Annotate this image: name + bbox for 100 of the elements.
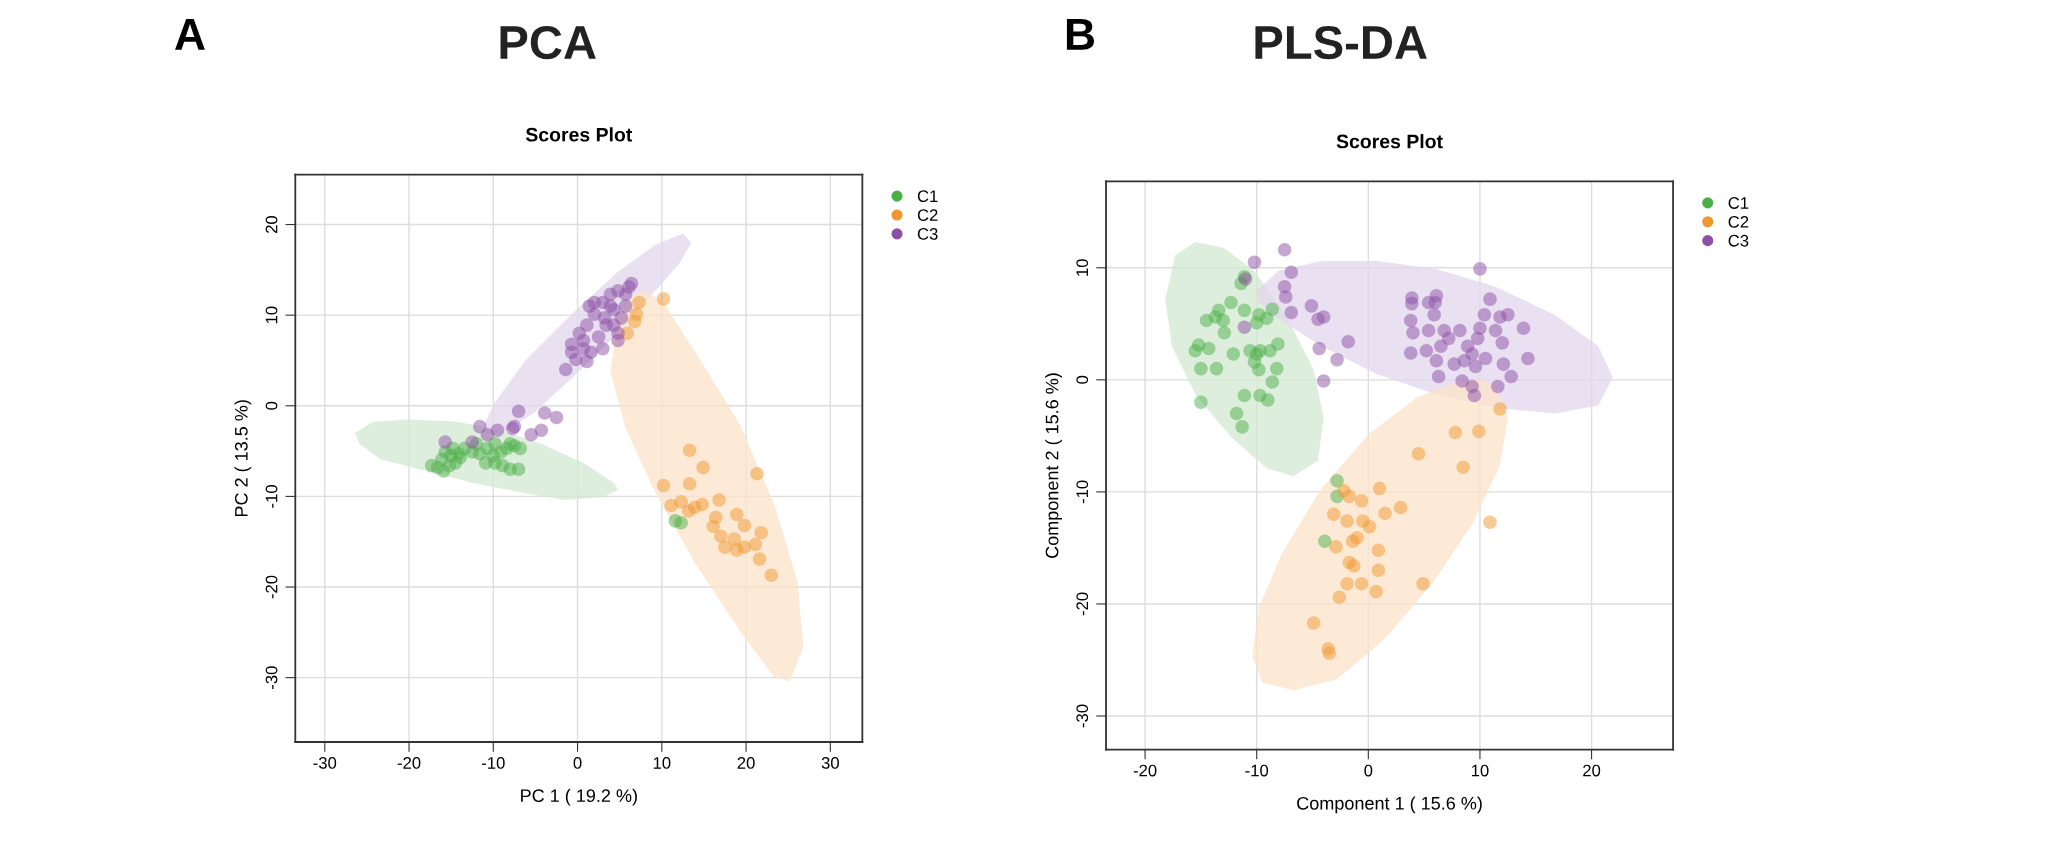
legend-label: C3 <box>917 228 938 240</box>
point <box>1237 320 1252 334</box>
point <box>597 311 612 325</box>
point <box>1188 343 1203 358</box>
point <box>1403 346 1418 360</box>
point <box>1453 323 1467 338</box>
point <box>1194 361 1208 376</box>
point <box>1371 543 1386 557</box>
y-tick-label: 0 <box>1076 375 1089 384</box>
point <box>656 292 671 306</box>
point <box>596 341 610 356</box>
text: A <box>175 19 205 50</box>
point <box>682 443 697 457</box>
legend-label: C2 <box>917 209 938 221</box>
point <box>1411 447 1426 461</box>
point <box>1406 325 1420 340</box>
point <box>1316 310 1331 324</box>
point <box>696 460 710 475</box>
point <box>591 330 606 344</box>
point <box>511 404 526 418</box>
point <box>1247 255 1262 269</box>
x-tick-label: 20 <box>737 757 755 769</box>
text: B <box>1066 19 1095 50</box>
point <box>1340 577 1354 591</box>
point <box>632 295 646 310</box>
point <box>611 283 625 298</box>
point <box>534 423 549 438</box>
point <box>453 450 468 465</box>
point <box>748 537 763 552</box>
point <box>1237 303 1252 318</box>
y-axis-title: Component 2 ( 15.6 %) <box>1045 373 1063 558</box>
point <box>712 493 726 507</box>
point <box>1237 388 1252 403</box>
point <box>1472 424 1486 439</box>
point <box>1209 361 1224 376</box>
point <box>584 345 598 360</box>
point <box>1316 374 1331 388</box>
point <box>682 476 697 491</box>
x-tick-label: 20 <box>1583 764 1601 777</box>
legend-label: C1 <box>917 190 938 203</box>
point <box>1284 305 1299 320</box>
point <box>1403 313 1418 328</box>
point <box>1330 352 1344 367</box>
point <box>718 540 732 554</box>
point <box>1263 343 1277 358</box>
point <box>714 529 728 544</box>
point <box>480 428 495 442</box>
point <box>1318 534 1332 548</box>
point <box>1488 323 1503 338</box>
point <box>1265 302 1280 316</box>
point <box>656 478 671 493</box>
point <box>706 519 720 534</box>
point <box>1217 325 1232 340</box>
point <box>513 441 528 456</box>
point <box>465 435 479 449</box>
point <box>1456 460 1470 474</box>
point <box>1369 584 1383 599</box>
point <box>1504 369 1518 384</box>
point <box>695 497 710 512</box>
x-axis-title: PC 1 ( 19.2 %) <box>521 788 637 806</box>
chart-title: PCA <box>500 25 596 60</box>
x-tick-label: 10 <box>653 757 671 769</box>
point <box>1261 393 1275 407</box>
point <box>1421 323 1436 338</box>
x-tick-label: 0 <box>573 757 582 769</box>
point <box>1431 369 1446 384</box>
point <box>1434 339 1448 353</box>
y-tick-label: 10 <box>1076 259 1089 276</box>
y-tick-label: 20 <box>265 215 278 233</box>
point <box>1326 507 1341 522</box>
point <box>1329 540 1343 554</box>
point <box>1330 473 1344 488</box>
point <box>1277 243 1292 257</box>
legend-label: C1 <box>1728 197 1749 209</box>
point <box>1345 534 1360 548</box>
point <box>1194 395 1208 409</box>
point <box>436 464 451 478</box>
point <box>1468 359 1483 374</box>
point <box>587 295 602 310</box>
x-tick-label: -20 <box>397 757 421 769</box>
point <box>425 458 439 473</box>
point <box>1478 351 1493 366</box>
point <box>1270 361 1284 376</box>
point <box>1483 515 1497 529</box>
chart-subtitle: Scores Plot <box>525 127 633 142</box>
point <box>1493 402 1507 416</box>
point <box>549 410 564 425</box>
point <box>1477 308 1492 322</box>
point <box>1340 514 1354 528</box>
point <box>764 568 779 583</box>
point <box>737 518 752 533</box>
point <box>1495 336 1510 350</box>
point <box>1224 295 1238 310</box>
chart-subtitle: Scores Plot <box>1336 134 1443 149</box>
point <box>730 507 744 522</box>
point <box>1252 362 1266 377</box>
point <box>1322 646 1337 661</box>
point <box>754 525 768 540</box>
y-tick-label: -30 <box>265 666 278 689</box>
legend-label: C2 <box>1728 215 1749 228</box>
